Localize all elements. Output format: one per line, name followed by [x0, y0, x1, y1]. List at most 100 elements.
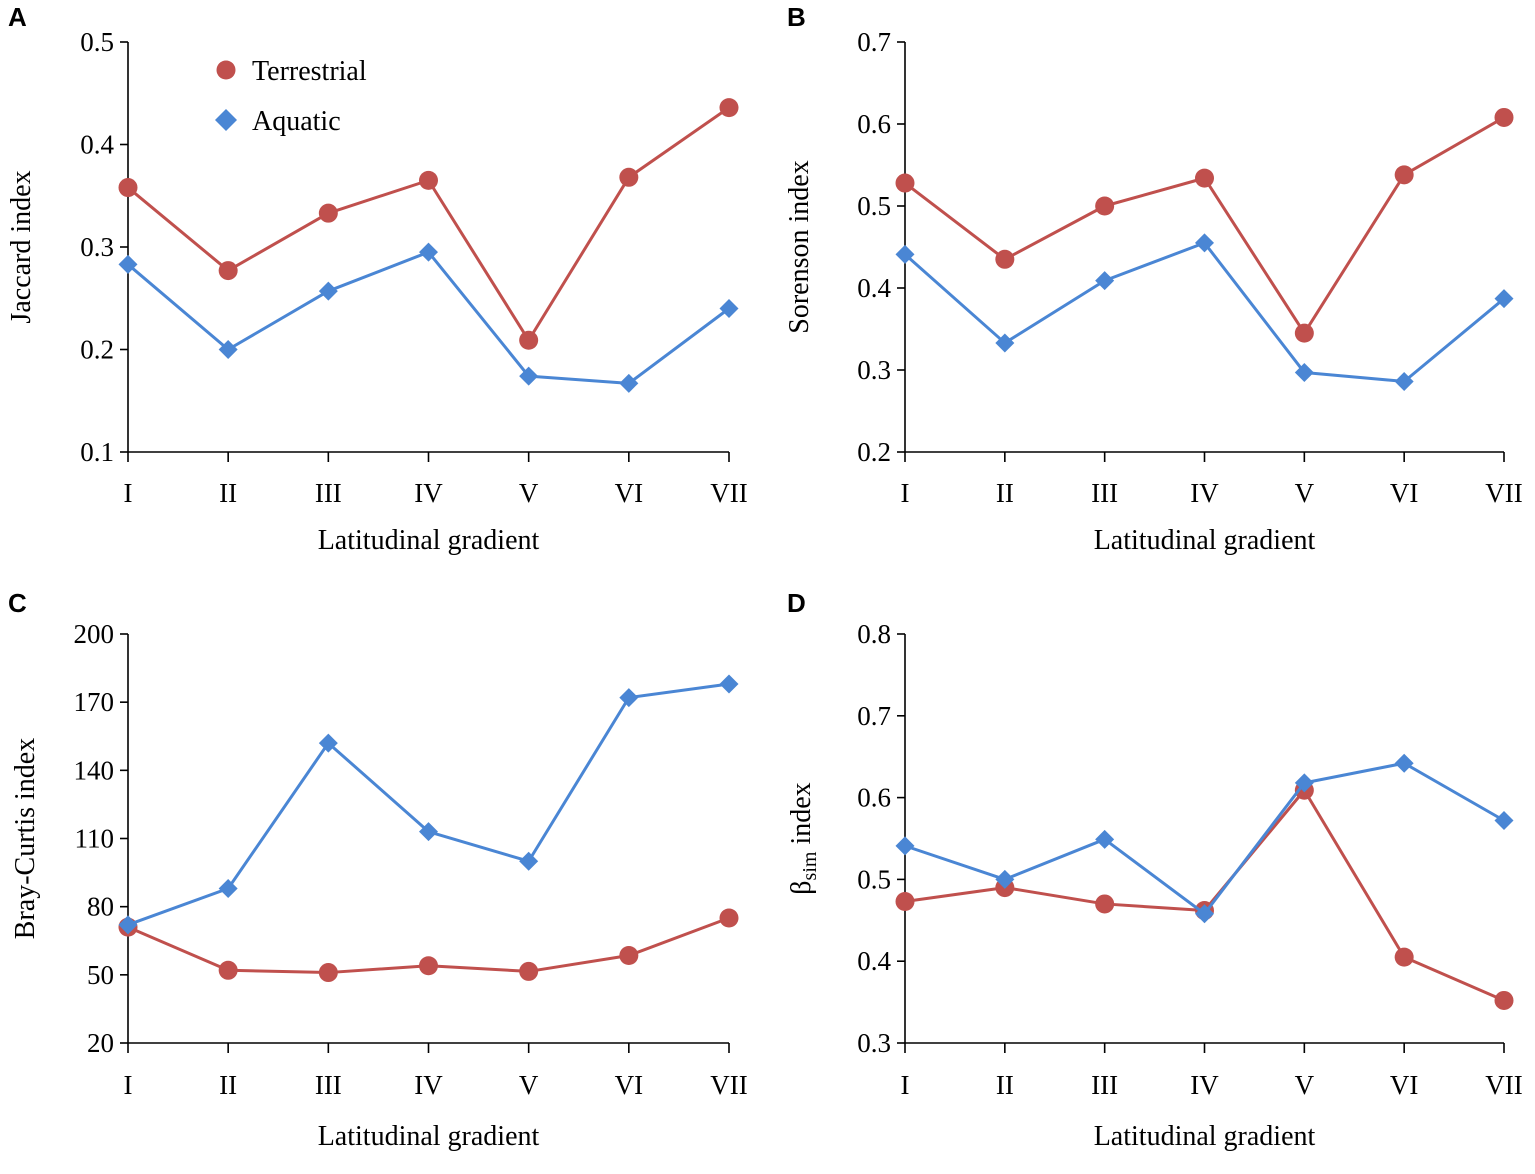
point-aquatic — [1494, 811, 1514, 831]
series-line — [904, 116, 1505, 335]
panel-letter: C — [8, 588, 27, 618]
y-tick-label: 0.8 — [857, 619, 891, 649]
series-line — [127, 682, 730, 927]
panel-d: D0.30.40.50.60.70.8I II III IV V VI VIILatitud… — [786, 588, 1523, 1152]
x-tick-label: I — [901, 1070, 910, 1100]
point-terrestrial — [619, 167, 639, 187]
point-aquatic — [1195, 233, 1214, 253]
y-tick-label: 0.4 — [857, 946, 891, 976]
series-line — [127, 106, 730, 342]
point-aquatic — [895, 244, 915, 264]
x-tick-label: II — [996, 1070, 1014, 1100]
x-tick-label: I — [124, 1070, 133, 1100]
y-tick-label: 0.4 — [80, 130, 114, 160]
x-tick-label: VII — [1485, 478, 1522, 508]
point-terrestrial — [719, 98, 739, 118]
y-axis-title: Bray-Curtis index — [10, 738, 41, 939]
point-terrestrial — [619, 946, 639, 966]
point-aquatic — [1095, 829, 1115, 849]
x-tick-label: VI — [615, 1070, 644, 1100]
series-terrestrial — [895, 107, 1514, 343]
point-terrestrial — [419, 956, 438, 976]
point-aquatic — [519, 851, 539, 871]
panel-letter: D — [787, 588, 806, 618]
x-tick-label: I — [901, 478, 910, 508]
x-axis-title: Latitudinal gradient — [318, 525, 540, 556]
x-tick-label: I — [124, 478, 133, 508]
point-aquatic — [1394, 371, 1414, 391]
point-aquatic — [995, 333, 1015, 353]
point-terrestrial — [895, 173, 915, 193]
point-aquatic — [318, 733, 338, 753]
point-aquatic — [895, 836, 915, 856]
point-terrestrial — [1095, 894, 1115, 914]
legend-terrestrial-marker — [216, 60, 236, 80]
panel-b: B0.20.30.40.50.60.7I II III IV V VI VIILatitud… — [784, 2, 1523, 556]
point-terrestrial — [318, 203, 338, 223]
y-tick-label: 0.2 — [857, 437, 891, 467]
point-aquatic — [218, 878, 238, 898]
x-axis-title: Latitudinal gradient — [318, 1121, 540, 1152]
point-terrestrial — [719, 908, 739, 928]
y-tick-label: 0.6 — [857, 109, 891, 139]
x-tick-label: II — [219, 478, 237, 508]
point-terrestrial — [895, 891, 915, 911]
y-tick-label: 0.3 — [80, 232, 114, 262]
panel-letter: B — [787, 2, 806, 32]
point-terrestrial — [995, 249, 1015, 269]
point-aquatic — [419, 822, 438, 842]
point-aquatic — [1095, 271, 1115, 291]
series-terrestrial — [895, 780, 1514, 1010]
y-tick-label: 0.5 — [857, 864, 891, 894]
point-terrestrial — [1195, 168, 1214, 188]
point-aquatic — [419, 242, 438, 262]
x-tick-label: VI — [1390, 478, 1419, 508]
panel-a: A0.10.20.30.40.5I II III IV V VI VIILatitudina… — [6, 2, 748, 556]
point-terrestrial — [1494, 107, 1514, 127]
x-tick-label: III — [315, 1070, 342, 1100]
series-aquatic — [895, 233, 1514, 391]
y-axis-title: Jaccard index — [6, 170, 37, 323]
x-tick-label: V — [519, 478, 539, 508]
legend: Terrestrial Aquatic — [215, 56, 367, 137]
x-axis-title: Latitudinal gradient — [1094, 1121, 1316, 1152]
x-axis-title: Latitudinal gradient — [1094, 525, 1316, 556]
point-terrestrial — [218, 960, 238, 980]
legend-aquatic-label: Aquatic — [252, 106, 341, 137]
series-line — [127, 250, 730, 385]
series-aquatic — [118, 674, 739, 935]
y-tick-label: 0.3 — [857, 1028, 891, 1058]
point-aquatic — [1494, 289, 1514, 309]
y-tick-label: 0.2 — [80, 335, 114, 365]
x-tick-label: V — [519, 1070, 539, 1100]
y-tick-label: 110 — [75, 824, 115, 854]
x-tick-label: IV — [414, 478, 443, 508]
series-aquatic — [118, 242, 739, 393]
point-terrestrial — [1394, 947, 1414, 967]
x-tick-label: IV — [1190, 1070, 1219, 1100]
x-tick-label: III — [1091, 1070, 1118, 1100]
y-axis-title: Sorenson index — [784, 160, 815, 333]
x-tick-label: VII — [1485, 1070, 1522, 1100]
x-tick-label: VI — [1390, 1070, 1419, 1100]
x-tick-label: II — [996, 478, 1014, 508]
point-terrestrial — [1095, 196, 1115, 216]
y-tick-label: 170 — [74, 687, 115, 717]
point-terrestrial — [318, 963, 338, 983]
series-terrestrial — [118, 908, 739, 983]
y-tick-label: 0.4 — [857, 273, 891, 303]
point-aquatic — [1394, 753, 1414, 773]
point-aquatic — [1195, 904, 1214, 924]
point-aquatic — [218, 340, 238, 359]
point-aquatic — [318, 281, 338, 301]
point-aquatic — [719, 674, 739, 694]
point-aquatic — [1294, 362, 1314, 382]
x-tick-label: IV — [1190, 478, 1219, 508]
point-aquatic — [1294, 773, 1314, 793]
point-aquatic — [719, 299, 739, 318]
y-tick-label: 0.5 — [857, 191, 891, 221]
series-line — [904, 241, 1505, 383]
y-tick-label: 0.7 — [857, 701, 891, 731]
point-aquatic — [619, 688, 639, 708]
